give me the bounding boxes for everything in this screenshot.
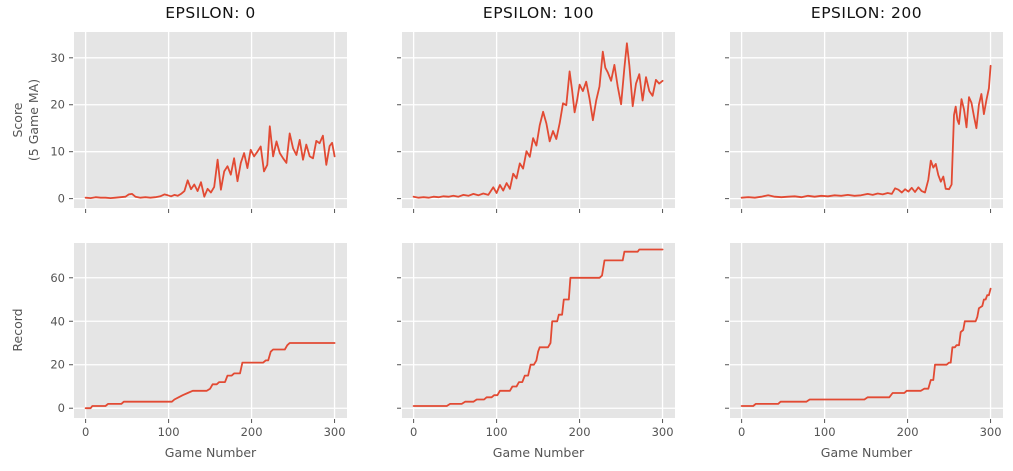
svg-text:30: 30 xyxy=(50,51,65,65)
game-number-axis-label-1: Game Number xyxy=(164,445,257,460)
score-axis-label: Score (5 Game MA) xyxy=(9,78,41,162)
svg-text:300: 300 xyxy=(980,425,1002,439)
svg-text:20: 20 xyxy=(50,98,65,112)
svg-text:0: 0 xyxy=(410,425,417,439)
svg-text:40: 40 xyxy=(50,314,65,328)
svg-text:60: 60 xyxy=(50,271,65,285)
epsilon-200-score-chart xyxy=(725,32,1003,213)
svg-text:0: 0 xyxy=(82,425,89,439)
svg-text:100: 100 xyxy=(486,425,508,439)
svg-text:200: 200 xyxy=(241,425,263,439)
game-number-axis-label-3: Game Number xyxy=(820,445,913,460)
svg-text:0: 0 xyxy=(58,401,65,415)
svg-text:10: 10 xyxy=(50,145,65,159)
svg-text:0: 0 xyxy=(738,425,745,439)
svg-text:20: 20 xyxy=(50,358,65,372)
subplot-title-epsilon-200: EPSILON: 200 xyxy=(810,4,923,22)
svg-text:0: 0 xyxy=(58,192,65,206)
epsilon-200-record-chart: 0 100 200 300 xyxy=(725,243,1003,439)
svg-text:100: 100 xyxy=(814,425,836,439)
svg-text:300: 300 xyxy=(652,425,674,439)
svg-text:200: 200 xyxy=(569,425,591,439)
epsilon-0-score-chart: 0 10 20 30 xyxy=(50,32,347,213)
svg-text:300: 300 xyxy=(324,425,346,439)
epsilon-100-record-chart: 0 100 200 300 xyxy=(397,243,675,439)
subplot-title-epsilon-100: EPSILON: 100 xyxy=(482,4,595,22)
epsilon-0-record-chart: 0 100 200 300 0 20 40 60 xyxy=(50,243,347,439)
svg-text:100: 100 xyxy=(158,425,180,439)
svg-text:200: 200 xyxy=(897,425,919,439)
game-number-axis-label-2: Game Number xyxy=(492,445,585,460)
subplot-title-epsilon-0: EPSILON: 0 xyxy=(165,4,256,22)
record-axis-label: Record xyxy=(9,308,25,352)
epsilon-100-score-chart xyxy=(397,32,675,213)
